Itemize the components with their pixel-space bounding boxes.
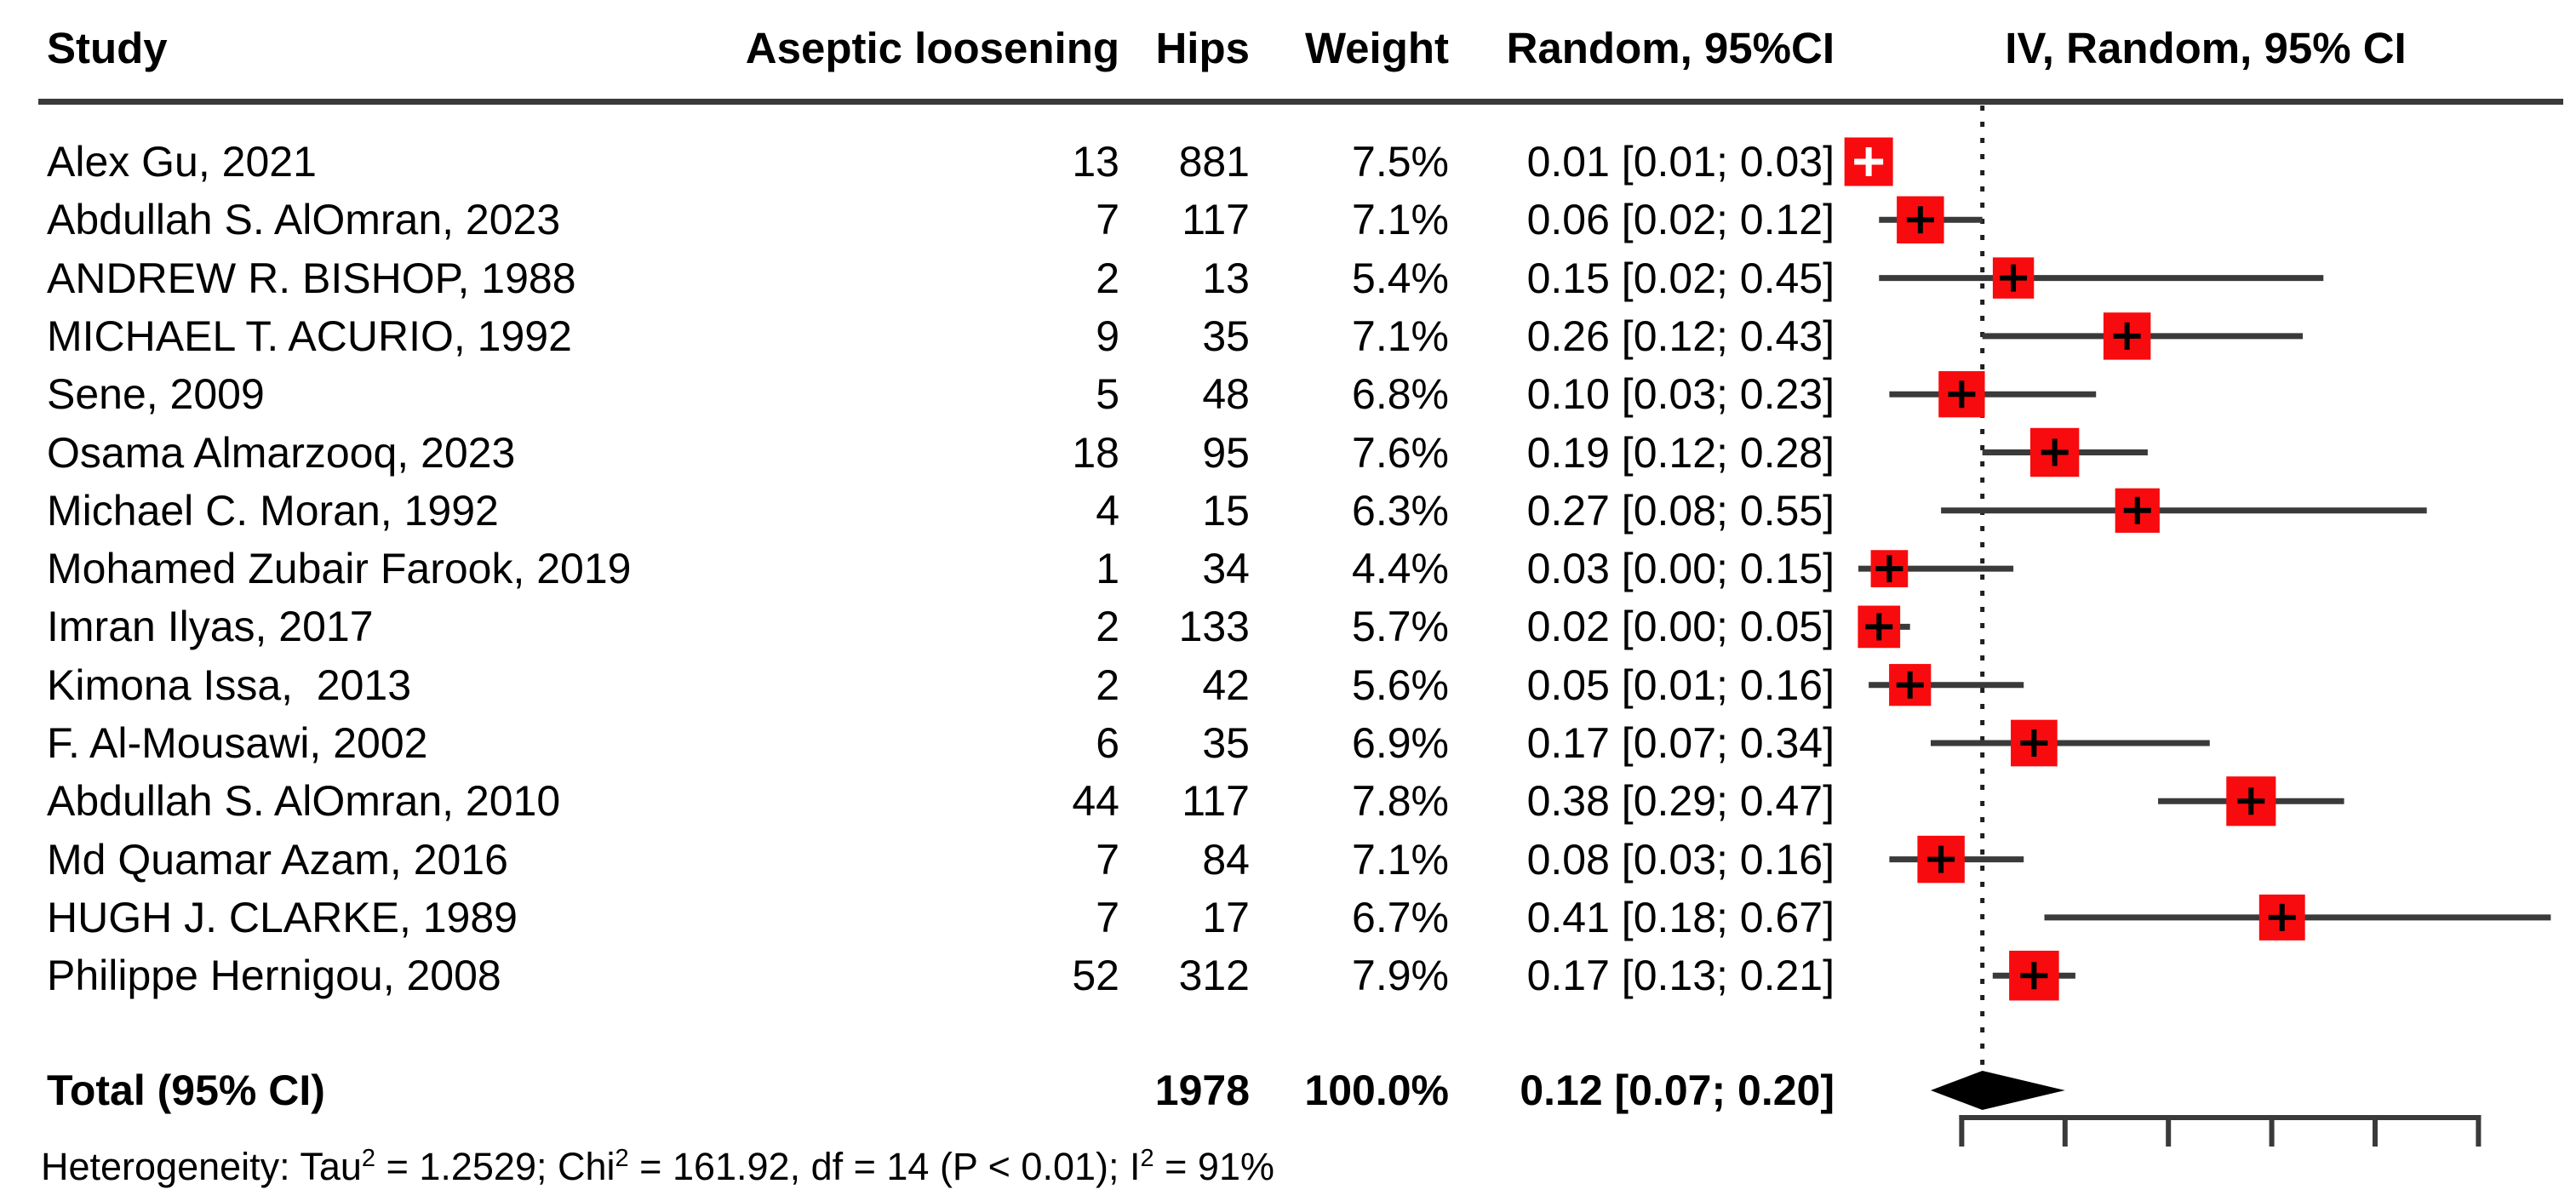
study-hips: 13 [1202, 254, 1250, 302]
study-hips: 35 [1202, 312, 1250, 360]
col-header-study: Study [47, 24, 168, 72]
study-weight: 4.4% [1352, 545, 1449, 593]
study-events: 7 [1096, 196, 1119, 244]
col-header-random-ci: Random, 95%CI [1506, 24, 1835, 72]
study-ci-label: 0.41 [0.18; 0.67] [1526, 893, 1835, 941]
study-events: 6 [1096, 719, 1119, 767]
study-events: 7 [1096, 835, 1119, 884]
study-ci-label: 0.02 [0.00; 0.05] [1526, 603, 1835, 651]
col-header-weight: Weight [1304, 24, 1449, 72]
col-header-hips: Hips [1155, 24, 1250, 72]
study-events: 7 [1096, 893, 1119, 941]
study-name: Imran Ilyas, 2017 [47, 603, 374, 651]
study-hips: 312 [1178, 952, 1250, 1000]
study-ci-label: 0.06 [0.02; 0.12] [1526, 196, 1835, 244]
study-weight: 7.8% [1352, 777, 1449, 826]
study-ci-label: 0.17 [0.13; 0.21] [1526, 952, 1835, 1000]
study-ci-label: 0.38 [0.29; 0.47] [1526, 777, 1835, 826]
study-weight: 6.7% [1352, 893, 1449, 941]
study-weight: 7.1% [1352, 196, 1449, 244]
study-ci-label: 0.26 [0.12; 0.43] [1526, 312, 1835, 360]
study-hips: 42 [1202, 661, 1250, 709]
study-hips: 881 [1178, 138, 1250, 186]
study-weight: 6.9% [1352, 719, 1449, 767]
study-ci-label: 0.15 [0.02; 0.45] [1526, 254, 1835, 302]
total-label: Total (95% CI) [47, 1067, 325, 1114]
study-events: 2 [1096, 254, 1119, 302]
study-hips: 34 [1202, 545, 1250, 593]
study-hips: 35 [1202, 719, 1250, 767]
study-ci-label: 0.27 [0.08; 0.55] [1526, 486, 1835, 535]
study-events: 44 [1072, 777, 1119, 826]
study-hips: 117 [1182, 196, 1250, 244]
total-ci: 0.12 [0.07; 0.20] [1520, 1067, 1835, 1114]
study-name: F. Al-Mousawi, 2002 [47, 719, 428, 767]
study-weight: 7.9% [1352, 952, 1449, 1000]
study-ci-label: 0.10 [0.03; 0.23] [1526, 370, 1835, 419]
study-events: 13 [1072, 138, 1119, 186]
study-weight: 5.6% [1352, 661, 1449, 709]
study-weight: 6.3% [1352, 486, 1449, 535]
study-ci-label: 0.01 [0.01; 0.03] [1526, 138, 1835, 186]
study-events: 2 [1096, 603, 1119, 651]
study-weight: 5.7% [1352, 603, 1449, 651]
header-rule [38, 99, 2563, 105]
study-name: Mohamed Zubair Farook, 2019 [47, 545, 632, 593]
study-hips: 95 [1202, 428, 1250, 477]
study-events: 2 [1096, 661, 1119, 709]
col-header-aseptic-loosening: Aseptic loosening [745, 24, 1119, 72]
study-hips: 48 [1202, 370, 1250, 419]
study-name: ANDREW R. BISHOP, 1988 [47, 254, 576, 302]
col-header-iv-random-ci: IV, Random, 95% CI [2005, 24, 2407, 72]
total-hips: 1978 [1154, 1067, 1250, 1114]
study-hips: 133 [1178, 603, 1250, 651]
superscript: 2 [1140, 1145, 1154, 1172]
study-weight: 7.5% [1352, 138, 1449, 186]
study-name: MICHAEL T. ACURIO, 1992 [47, 312, 572, 360]
summary-diamond [1930, 1071, 2065, 1110]
study-events: 5 [1096, 370, 1119, 419]
study-events: 1 [1096, 545, 1119, 593]
study-name: Abdullah S. AlOmran, 2010 [47, 777, 561, 826]
study-events: 18 [1072, 428, 1119, 477]
study-ci-label: 0.03 [0.00; 0.15] [1526, 545, 1835, 593]
study-ci-label: 0.08 [0.03; 0.16] [1526, 835, 1835, 884]
total-weight: 100.0% [1304, 1067, 1449, 1114]
study-name: Michael C. Moran, 1992 [47, 486, 499, 535]
study-ci-label: 0.19 [0.12; 0.28] [1526, 428, 1835, 477]
study-weight: 7.1% [1352, 835, 1449, 884]
superscript: 2 [361, 1145, 376, 1172]
study-ci-label: 0.05 [0.01; 0.16] [1526, 661, 1835, 709]
study-name: Philippe Hernigou, 2008 [47, 952, 501, 1000]
study-weight: 5.4% [1352, 254, 1449, 302]
study-hips: 84 [1202, 835, 1250, 884]
study-weight: 7.1% [1352, 312, 1449, 360]
study-hips: 117 [1182, 777, 1250, 826]
study-weight: 6.8% [1352, 370, 1449, 419]
study-weight: 7.6% [1352, 428, 1449, 477]
study-hips: 15 [1202, 486, 1250, 535]
study-ci-label: 0.17 [0.07; 0.34] [1526, 719, 1835, 767]
study-name: Alex Gu, 2021 [47, 138, 317, 186]
study-name: Osama Almarzooq, 2023 [47, 428, 516, 477]
study-events: 4 [1096, 486, 1119, 535]
study-name: Kimona Issa, 2013 [47, 661, 412, 709]
heterogeneity-text: Heterogeneity: Tau2 = 1.2529; Chi2 = 161… [41, 1145, 1274, 1188]
study-name: HUGH J. CLARKE, 1989 [47, 893, 518, 941]
study-name: Abdullah S. AlOmran, 2023 [47, 196, 561, 244]
study-name: Md Quamar Azam, 2016 [47, 835, 508, 884]
study-hips: 17 [1202, 893, 1250, 941]
study-name: Sene, 2009 [47, 370, 265, 419]
study-events: 9 [1096, 312, 1119, 360]
study-events: 52 [1072, 952, 1119, 1000]
superscript: 2 [615, 1145, 629, 1172]
